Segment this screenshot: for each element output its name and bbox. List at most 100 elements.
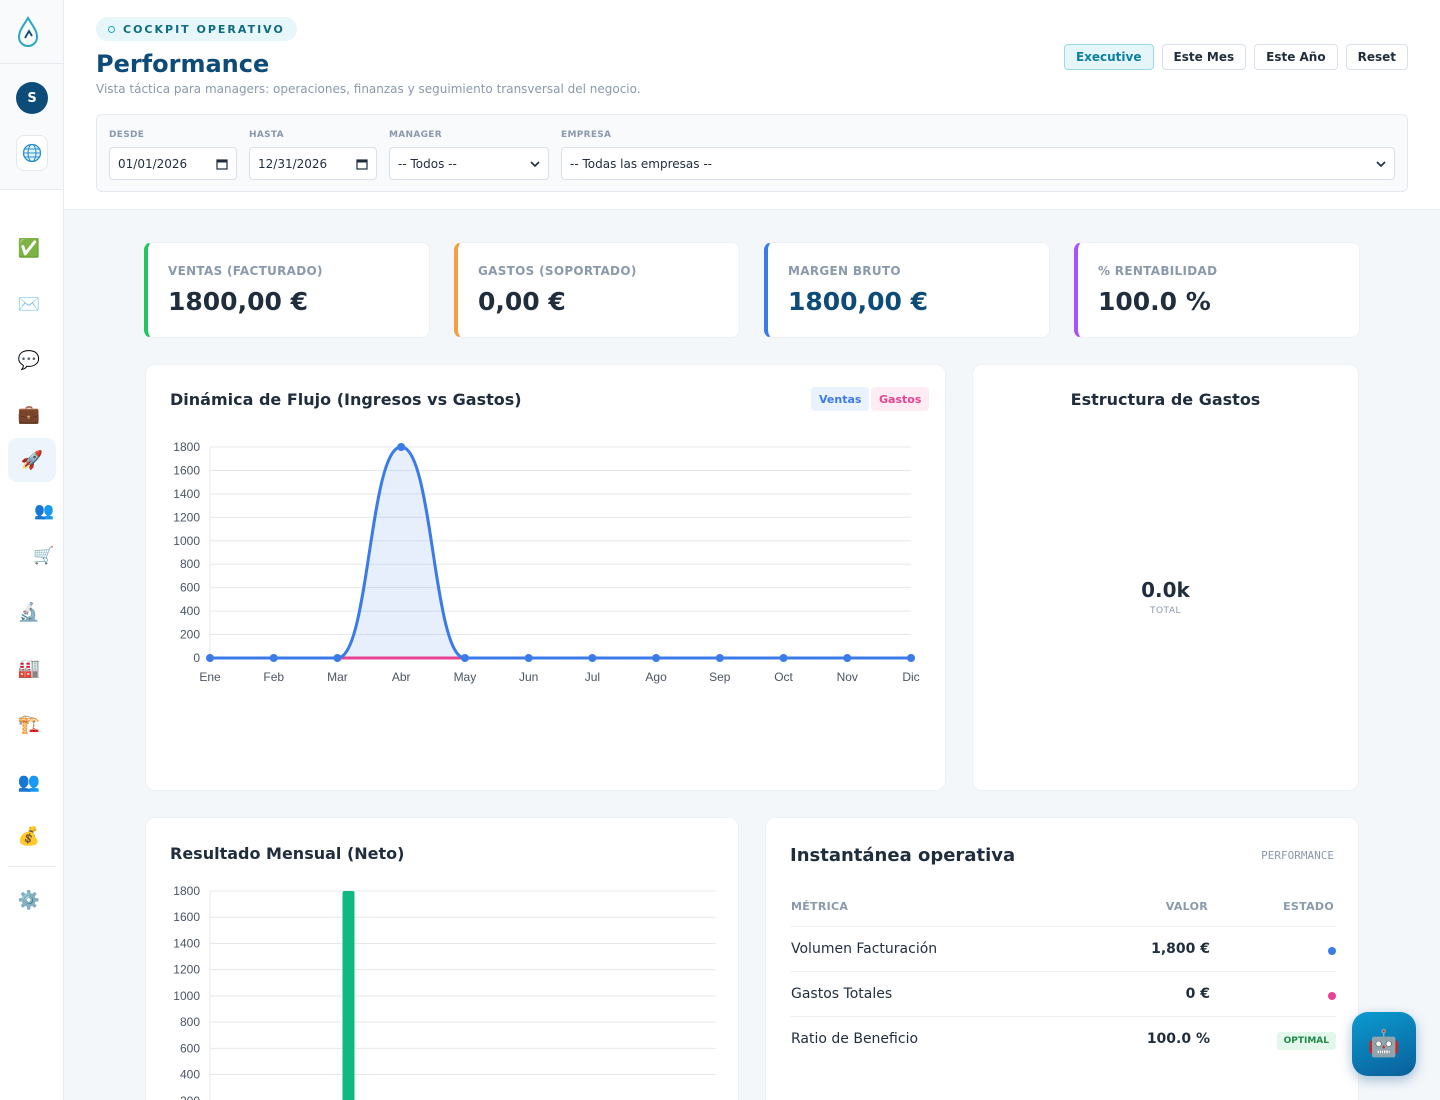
hasta-value: 12/31/2026 xyxy=(258,156,328,171)
sidebar-item-factory[interactable]: 🏭 xyxy=(9,648,49,688)
row-value: 100.0 % xyxy=(1146,1031,1210,1047)
column-header-metric: MÉTRICA xyxy=(791,900,849,913)
donut-total-label: TOTAL xyxy=(1149,606,1182,616)
sidebar-item-tasks[interactable]: ✅ xyxy=(9,228,49,268)
sidebar-item-briefcase[interactable]: 💼 xyxy=(9,394,49,434)
x-tick-label: Ago xyxy=(645,670,667,684)
users-icon: 👥 xyxy=(17,771,41,793)
kpi-card-gastos: GASTOS (SOPORTADO) 0,00 € xyxy=(454,242,740,338)
briefcase-icon: 💼 xyxy=(17,403,41,425)
bar xyxy=(342,891,355,1100)
y-tick-label: 400 xyxy=(180,1068,200,1082)
kpi-value: 1800,00 € xyxy=(788,287,928,316)
legend-ventas[interactable]: Ventas xyxy=(811,387,870,411)
chevron-down-icon xyxy=(1376,160,1386,167)
y-tick-label: 600 xyxy=(180,581,200,595)
team-icon: 👥 xyxy=(34,500,54,520)
sidebar-item-construction[interactable]: 🏗️ xyxy=(9,704,49,744)
x-tick-label: Abr xyxy=(392,670,411,684)
y-tick-label: 400 xyxy=(180,604,200,618)
kpi-label: MARGEN BRUTO xyxy=(788,264,901,278)
robot-icon: 🤖 xyxy=(1367,1029,1401,1059)
y-tick-label: 800 xyxy=(180,1015,200,1029)
avatar[interactable]: S xyxy=(16,82,48,114)
y-tick-label: 1800 xyxy=(173,884,200,898)
empresa-label: EMPRESA xyxy=(561,130,612,140)
crane-icon: 🏗️ xyxy=(17,713,41,735)
this-year-button[interactable]: Este Año xyxy=(1254,44,1338,70)
pill-label: COCKPIT OPERATIVO xyxy=(123,22,285,36)
pill-dot-icon xyxy=(108,25,115,33)
y-tick-label: 1400 xyxy=(173,487,200,501)
assistant-button[interactable]: 🤖 xyxy=(1352,1012,1416,1076)
manager-label: MANAGER xyxy=(389,130,442,140)
x-tick-label: Oct xyxy=(774,670,793,684)
y-tick-label: 1400 xyxy=(173,936,200,950)
x-tick-label: Ene xyxy=(199,670,221,684)
ventas-point xyxy=(333,654,342,662)
status-dot-icon xyxy=(1328,992,1336,1000)
hasta-label: HASTA xyxy=(249,130,284,140)
desde-date-input[interactable]: 01/01/2026 xyxy=(109,147,237,180)
flow-line-chart: 0 200 400 600 800 1000 1200 1400 1600 1800 Ene Feb M… xyxy=(173,440,919,684)
globe-button[interactable] xyxy=(16,135,48,171)
ventas-point xyxy=(206,654,214,662)
calendar-icon xyxy=(356,158,368,170)
sidebar-item-users[interactable]: 👥 xyxy=(9,762,49,802)
gear-icon: ⚙️ xyxy=(17,889,41,911)
page-header: COCKPIT OPERATIVO Performance Vista táct… xyxy=(64,0,1440,210)
flow-chart-title: Dinámica de Flujo (Ingresos vs Gastos) xyxy=(170,390,522,409)
y-tick-label: 1600 xyxy=(173,910,200,924)
page-subtitle: Vista táctica para managers: operaciones… xyxy=(96,82,641,96)
sidebar-item-chat[interactable]: 💬 xyxy=(9,340,49,380)
ventas-line xyxy=(210,445,911,660)
ventas-area xyxy=(210,447,911,658)
filter-bar: DESDE 01/01/2026 HASTA 12/31/2026 MANAGE… xyxy=(96,114,1408,192)
cart-icon: 🛒 xyxy=(33,546,55,566)
sidebar-item-team[interactable]: 👥 xyxy=(24,490,64,530)
money-bag-icon: 💰 xyxy=(17,825,41,847)
monthly-result-panel: Resultado Mensual (Neto) 200 400 600 800 100… xyxy=(145,817,739,1100)
sidebar: S ✅ ✉️ 💬 💼 🚀 👥 🛒 🔬 🏭 🏗️ 👥 💰 ⚙️ xyxy=(0,0,64,1100)
table-row: Volumen Facturación 1,800 € xyxy=(790,926,1336,972)
this-month-button[interactable]: Este Mes xyxy=(1161,44,1247,70)
table-row: Ratio de Beneficio 100.0 % OPTIMAL xyxy=(790,1016,1336,1062)
factory-icon: 🏭 xyxy=(17,657,41,679)
page-title: Performance xyxy=(96,50,270,78)
logo-icon[interactable] xyxy=(16,16,40,48)
kpi-value: 1800,00 € xyxy=(168,287,308,316)
y-tick-label: 1800 xyxy=(173,440,200,454)
manager-select[interactable]: -- Todos -- xyxy=(389,147,549,180)
y-tick-label: 600 xyxy=(180,1041,200,1055)
ventas-point xyxy=(907,654,915,662)
chevron-down-icon xyxy=(530,160,540,167)
y-tick-label: 200 xyxy=(180,628,200,642)
monthly-result-title: Resultado Mensual (Neto) xyxy=(170,844,405,863)
sidebar-item-performance[interactable]: 🚀 xyxy=(8,438,56,482)
snapshot-title: Instantánea operativa xyxy=(790,845,1016,866)
expense-structure-panel: Estructura de Gastos 0.0k TOTAL xyxy=(972,364,1359,791)
x-tick-label: Dic xyxy=(902,670,919,684)
check-icon: ✅ xyxy=(17,237,41,259)
hasta-date-input[interactable]: 12/31/2026 xyxy=(249,147,377,180)
sidebar-item-lab[interactable]: 🔬 xyxy=(9,592,49,632)
reset-button[interactable]: Reset xyxy=(1345,44,1408,70)
sidebar-item-mail[interactable]: ✉️ xyxy=(9,284,49,324)
sidebar-item-settings[interactable]: ⚙️ xyxy=(9,880,49,920)
mail-icon: ✉️ xyxy=(17,293,41,315)
ventas-point xyxy=(524,654,533,662)
executive-button[interactable]: Executive xyxy=(1063,44,1154,70)
y-tick-label: 1600 xyxy=(173,463,200,477)
empresa-select[interactable]: -- Todas las empresas -- xyxy=(561,147,1395,180)
legend-gastos[interactable]: Gastos xyxy=(871,387,930,411)
y-tick-label: 1000 xyxy=(173,534,200,548)
kpi-label: VENTAS (FACTURADO) xyxy=(168,264,323,278)
ventas-point xyxy=(843,654,852,662)
kpi-card-margen: MARGEN BRUTO 1800,00 € xyxy=(764,242,1050,338)
monthly-bar-chart: 200 400 600 800 1000 1200 1400 1600 1800 xyxy=(173,884,716,1100)
snapshot-tag: PERFORMANCE xyxy=(1261,849,1334,862)
sidebar-item-finance[interactable]: 💰 xyxy=(9,816,49,856)
sidebar-item-cart[interactable]: 🛒 xyxy=(24,536,64,576)
ventas-point xyxy=(269,654,278,662)
x-tick-label: Jul xyxy=(585,670,600,684)
